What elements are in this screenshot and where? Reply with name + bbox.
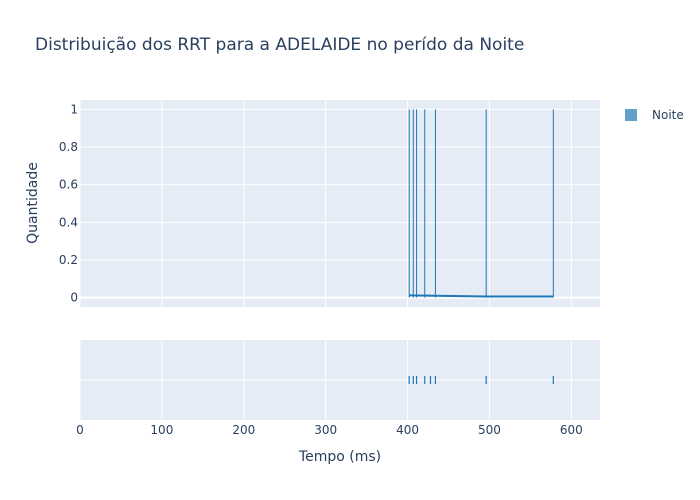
y-tick-label: 0.4	[59, 215, 78, 229]
legend-label-noite: Noite	[652, 108, 684, 122]
y-axis-title: Quantidade	[25, 162, 41, 244]
grid-lines	[79, 100, 600, 420]
x-tick-label: 200	[232, 423, 255, 437]
x-tick-label: 0	[76, 423, 84, 437]
density-curve	[409, 294, 554, 298]
legend[interactable]: Noite	[625, 108, 684, 122]
x-tick-label: 600	[560, 423, 583, 437]
rug-marks	[408, 376, 554, 384]
y-tick-label: 1	[70, 102, 78, 116]
y-tick-label: 0.6	[59, 178, 78, 192]
chart-title: Distribuição dos RRT para a ADELAIDE no …	[35, 35, 524, 55]
y-tick-label: 0.8	[59, 140, 78, 154]
x-tick-label: 500	[478, 423, 501, 437]
y-tick-label: 0.2	[59, 253, 78, 267]
main-plot-area	[80, 100, 600, 307]
density-line	[409, 294, 554, 298]
x-axis-title: Tempo (ms)	[298, 449, 381, 465]
x-tick-label: 100	[150, 423, 173, 437]
legend-swatch-noite[interactable]	[625, 109, 637, 121]
histogram-spikes	[408, 109, 554, 298]
x-tick-labels: 0 100 200 300 400 500 600	[76, 423, 583, 437]
x-tick-label: 300	[314, 423, 337, 437]
x-tick-label: 400	[396, 423, 419, 437]
y-tick-labels: 0 0.2 0.4 0.6 0.8 1	[59, 102, 78, 304]
y-tick-label: 0	[70, 291, 78, 305]
